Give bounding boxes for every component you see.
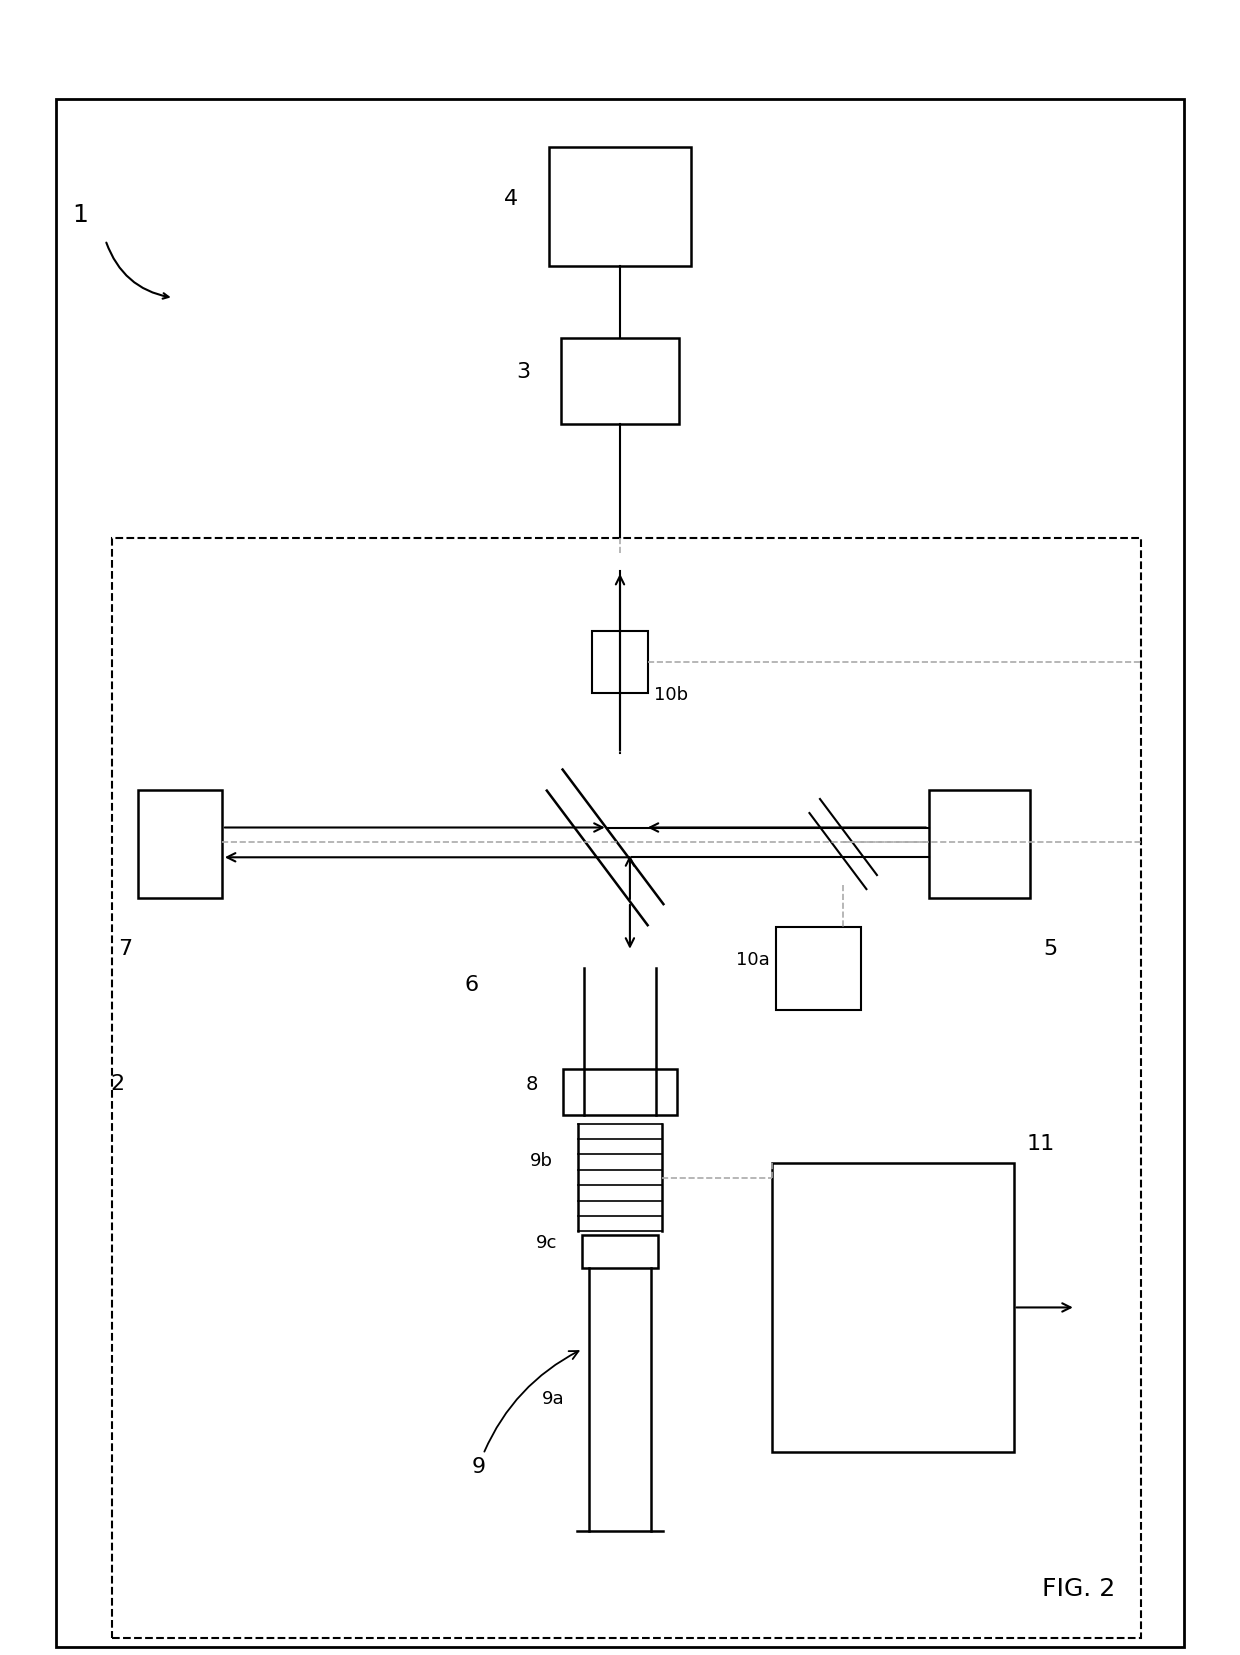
Text: 7: 7	[118, 940, 133, 960]
Text: 11: 11	[1025, 1134, 1054, 1155]
Text: 6: 6	[464, 975, 479, 995]
Bar	[560, 338, 680, 424]
Bar	[549, 147, 692, 266]
Text: 9: 9	[471, 1350, 579, 1476]
Bar	[776, 927, 861, 1010]
Bar	[929, 791, 1030, 897]
Text: 3: 3	[516, 362, 531, 382]
Bar	[771, 1162, 1013, 1453]
Bar	[593, 631, 647, 693]
Text: 10a: 10a	[737, 952, 770, 968]
Text: 2: 2	[110, 1074, 125, 1094]
Text: 10b: 10b	[655, 687, 688, 703]
Bar	[138, 791, 222, 897]
Text: 9a: 9a	[542, 1390, 564, 1408]
Text: 5: 5	[1043, 940, 1056, 960]
Text: 1: 1	[73, 204, 88, 227]
Bar	[112, 538, 1141, 1638]
Bar	[563, 1069, 677, 1115]
Text: 9b: 9b	[529, 1152, 553, 1170]
Text: 4: 4	[503, 189, 517, 209]
Text: 8: 8	[526, 1074, 538, 1094]
Text: 9c: 9c	[536, 1235, 557, 1251]
Text: FIG. 2: FIG. 2	[1042, 1577, 1116, 1600]
Bar	[582, 1235, 658, 1268]
